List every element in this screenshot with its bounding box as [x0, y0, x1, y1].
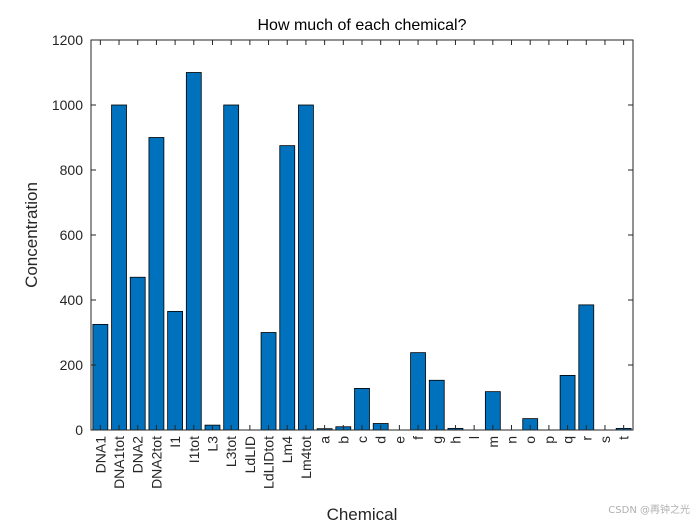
x-tick-label-n: n	[504, 436, 520, 444]
bar-m	[484, 391, 501, 431]
bar-LdLIDtot	[260, 332, 277, 431]
x-tick-label-LdLIDtot: LdLIDtot	[261, 436, 277, 489]
x-tick-label-g: g	[429, 436, 445, 444]
bar-Lm4	[279, 145, 296, 431]
y-tick-label-200: 200	[60, 357, 84, 373]
bars-group	[92, 72, 632, 431]
y-axis-label: Concentration	[22, 182, 41, 288]
x-tick-label-LdLID: LdLID	[242, 436, 258, 473]
y-tick-label-0: 0	[75, 422, 83, 438]
chart-title: How much of each chemical?	[258, 17, 467, 34]
x-tick-label-q: q	[560, 436, 576, 444]
x-tick-label-Lm4: Lm4	[279, 436, 295, 463]
x-tick-label-b: b	[335, 436, 351, 444]
x-tick-label-l: l	[466, 436, 482, 439]
bar-I1tot	[185, 72, 202, 431]
y-tick-label-800: 800	[60, 162, 84, 178]
y-tick-label-600: 600	[60, 227, 84, 243]
bar-r	[578, 304, 595, 431]
bar-DNA1tot	[111, 104, 127, 431]
x-tick-label-c: c	[354, 436, 370, 443]
y-axis-ticks: 0 200 400 600 800 1000 1200	[52, 32, 633, 438]
bar-DNA2	[129, 276, 146, 431]
bar-DNA1	[92, 323, 109, 431]
x-tick-label-DNA1: DNA1	[92, 436, 108, 474]
x-tick-label-a: a	[317, 436, 333, 444]
x-tick-label-d: d	[373, 436, 389, 444]
plot-frame	[90, 39, 634, 431]
x-tick-label-DNA2tot: DNA2tot	[148, 436, 164, 489]
bar-q	[559, 374, 576, 431]
y-tick-label-1000: 1000	[52, 97, 83, 113]
x-tick-label-e: e	[391, 436, 407, 444]
x-tick-label-h: h	[447, 436, 463, 444]
bar-Lm4tot	[298, 104, 314, 431]
bar-g	[428, 379, 445, 431]
x-tick-label-f: f	[410, 436, 426, 440]
bar-DNA2tot	[148, 137, 165, 431]
x-tick-label-Lm4tot: Lm4tot	[298, 436, 314, 479]
x-tick-label-I1: I1	[167, 436, 183, 448]
x-tick-label-DNA2: DNA2	[130, 436, 146, 474]
x-tick-label-L3tot: L3tot	[223, 436, 239, 467]
bar-I1	[167, 310, 183, 431]
bar-c	[354, 387, 370, 431]
bar-f	[410, 352, 426, 431]
y-tick-label-400: 400	[60, 292, 84, 308]
y-tick-label-1200: 1200	[52, 32, 83, 48]
x-tick-label-t: t	[616, 436, 632, 440]
bar-L3tot	[223, 104, 240, 431]
x-tick-label-r: r	[578, 436, 594, 441]
x-tick-label-I1tot: I1tot	[186, 436, 202, 463]
x-axis-ticks: DNA1 DNA1tot DNA2 DNA2tot I1 I1tot L3 L3tot LdLI…	[92, 40, 632, 489]
x-tick-label-L3: L3	[204, 436, 220, 452]
x-tick-label-o: o	[522, 436, 538, 444]
x-tick-label-DNA1tot: DNA1tot	[111, 436, 127, 489]
x-tick-label-p: p	[541, 436, 557, 444]
x-tick-label-s: s	[597, 436, 613, 443]
watermark: CSDN @再钟之光	[608, 503, 690, 516]
x-axis-label: Chemical	[327, 505, 398, 524]
x-tick-label-m: m	[485, 436, 501, 448]
